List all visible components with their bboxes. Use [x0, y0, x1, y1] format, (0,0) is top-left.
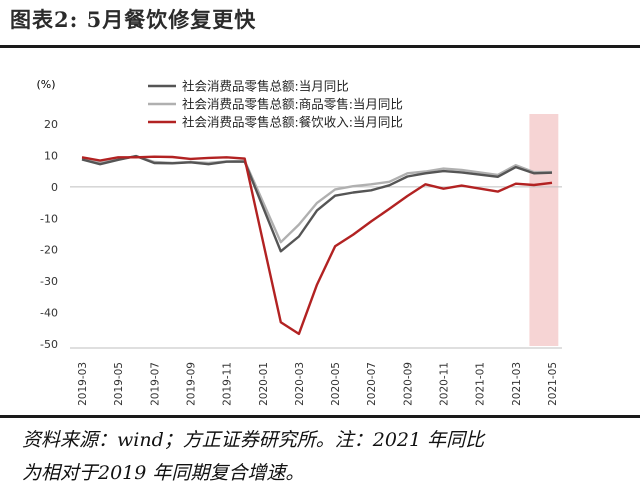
- y-tick-label: -20: [40, 244, 58, 257]
- series-line-2: [81, 154, 552, 244]
- x-tick-label: 2020-05: [330, 362, 342, 406]
- highlight-band: [529, 114, 559, 346]
- x-tick-label: 2021-01: [475, 362, 487, 406]
- x-tick-label: 2019-11: [222, 362, 234, 406]
- figure-title: 图表2: 5月餐饮修复更快: [10, 7, 257, 32]
- x-tick-label: 2021-03: [511, 362, 523, 406]
- x-tick-label: 2020-03: [294, 362, 306, 406]
- line-chart: (%) 20 10 0 -10 -20 -30 -40 -50 2019-03 2019-05 20…: [36, 78, 562, 406]
- legend-label: 社会消费品零售总额:商品零售:当月同比: [182, 97, 403, 112]
- source-note: 资料来源：wind；方正证券研究所。注：2021 年同比 为相对于2019 年同…: [22, 424, 622, 490]
- top-rule: [0, 45, 640, 48]
- x-tick-label: 2019-03: [77, 362, 89, 406]
- y-axis-label: (%): [36, 78, 55, 91]
- x-tick-label: 2020-11: [439, 362, 451, 406]
- y-tick-label: -10: [40, 212, 58, 225]
- x-tick-label: 2020-07: [366, 362, 378, 406]
- x-tick-label: 2020-09: [402, 362, 414, 406]
- y-tick-label: 10: [44, 149, 58, 162]
- x-tick-label: 2020-01: [258, 362, 270, 406]
- y-tick-label: 20: [44, 118, 58, 131]
- y-tick-label: 0: [51, 181, 58, 194]
- x-tick-label: 2021-05: [547, 362, 559, 406]
- series-line-1: [81, 154, 553, 253]
- bottom-rule: [0, 415, 640, 418]
- source-line-1: 资料来源：wind；方正证券研究所。注：2021 年同比: [22, 429, 485, 451]
- x-tick-label: 2019-09: [185, 362, 197, 406]
- y-tick-label: -50: [40, 338, 58, 351]
- legend-label: 社会消费品零售总额:餐饮收入:当月同比: [182, 115, 403, 130]
- x-tick-label: 2019-07: [149, 362, 161, 406]
- y-tick-label: -40: [40, 307, 58, 320]
- source-line-2: 为相对于2019 年同期复合增速。: [22, 462, 305, 484]
- x-tick-label: 2019-05: [113, 362, 125, 406]
- legend-label: 社会消费品零售总额:当月同比: [182, 79, 349, 94]
- y-tick-label: -30: [40, 275, 58, 288]
- series-line-3: [81, 155, 553, 336]
